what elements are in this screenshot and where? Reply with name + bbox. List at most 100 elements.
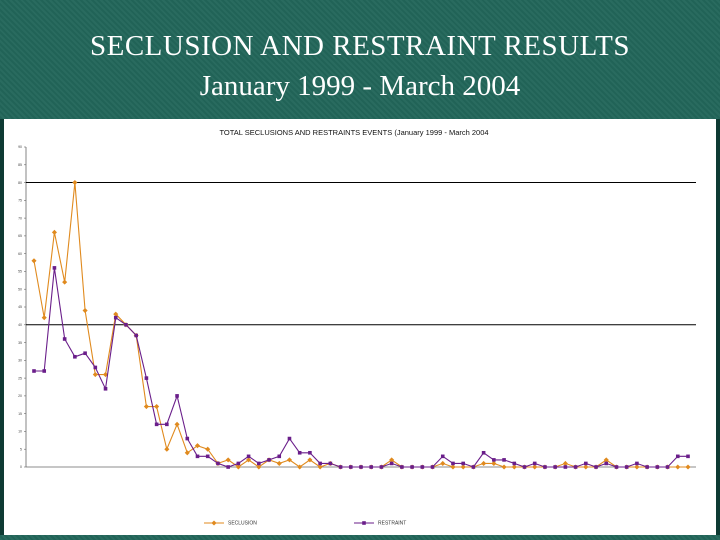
y-tick-label: 5 — [20, 447, 22, 451]
legend-item-restraint: RESTRAINT — [354, 521, 406, 527]
seclusion-point — [174, 421, 180, 427]
restraint-point — [52, 266, 57, 270]
restraint-point — [379, 465, 384, 469]
restraint-point — [675, 454, 680, 459]
seclusion-point — [389, 457, 395, 463]
seclusion-point — [286, 457, 293, 463]
seclusion-point — [62, 279, 68, 285]
slide-header: SECLUSION AND RESTRAINT RESULTS January … — [0, 0, 720, 118]
restraint-point — [103, 386, 108, 391]
seclusion-point — [491, 460, 497, 466]
restraint-point — [124, 322, 128, 327]
restraint-point — [277, 454, 282, 459]
restraint-point — [257, 461, 261, 466]
restraint-point — [430, 465, 435, 469]
restraint-point — [624, 465, 629, 469]
y-tick-label: 80 — [18, 181, 22, 185]
restraint-point — [62, 337, 67, 341]
restraint-point — [573, 465, 578, 469]
line-chart: TOTAL SECLUSIONS AND RESTRAINTS EVENTS (… — [18, 128, 696, 527]
seclusion-point — [317, 464, 323, 470]
series-restraint — [32, 266, 690, 469]
seclusion-point — [307, 457, 313, 463]
restraint-point — [93, 365, 98, 370]
seclusion-point — [583, 464, 589, 470]
seclusion-point — [235, 464, 241, 470]
restraint-point — [195, 454, 200, 459]
seclusion-point — [51, 229, 57, 235]
y-tick-label: 10 — [18, 430, 22, 434]
restraint-point — [410, 465, 414, 469]
seclusion-point — [246, 457, 252, 463]
restraint-point — [522, 465, 527, 469]
restraint-point — [645, 465, 649, 469]
seclusion-point — [675, 464, 681, 470]
panel-edge-right — [716, 119, 720, 535]
plot-area — [25, 147, 696, 468]
seclusion-point — [92, 372, 98, 378]
seclusion-point — [154, 404, 160, 410]
legend-item-seclusion: SECLUSION — [204, 520, 257, 527]
y-tick-label: 65 — [18, 234, 22, 238]
restraint-point — [389, 461, 394, 466]
restraint-point — [185, 436, 190, 441]
restraint-point — [461, 461, 465, 466]
restraint-point — [400, 465, 404, 469]
y-tick-label: 70 — [18, 216, 22, 220]
y-tick-label: 60 — [18, 252, 22, 256]
restraint-point — [318, 461, 322, 466]
slide-subtitle: January 1999 - March 2004 — [199, 70, 521, 102]
restraint-point — [359, 465, 363, 469]
restraint-point — [584, 461, 588, 466]
legend: SECLUSION RESTRAINT — [204, 520, 406, 527]
restraint-point — [369, 465, 374, 469]
restraint-point — [216, 461, 220, 466]
seclusion-point — [205, 446, 211, 452]
restraint-point — [328, 461, 333, 466]
restraint-point — [665, 465, 670, 469]
restraint-point — [553, 465, 557, 469]
y-tick-label: 90 — [18, 145, 22, 149]
seclusion-point — [501, 464, 507, 470]
restraint-point — [154, 422, 159, 427]
restraint-point — [32, 369, 36, 373]
restraint-point — [532, 461, 537, 466]
legend-marker — [362, 521, 366, 525]
seclusion-point — [450, 464, 456, 470]
seclusion-point — [41, 315, 47, 321]
y-tick-label: 0 — [20, 465, 22, 469]
y-tick-label: 50 — [18, 287, 22, 291]
y-tick-label: 25 — [18, 376, 22, 380]
seclusion-point — [31, 258, 37, 264]
seclusion-point — [460, 464, 466, 470]
restraint-point — [686, 454, 690, 459]
y-tick-label: 30 — [18, 359, 22, 363]
seclusion-point — [532, 464, 538, 470]
restraint-point — [492, 458, 496, 462]
seclusion-point — [511, 464, 517, 470]
legend-marker — [211, 520, 217, 526]
series-line-restraint — [34, 267, 688, 468]
seclusion-point — [634, 464, 640, 470]
restraint-point — [144, 376, 149, 380]
chart-title: TOTAL SECLUSIONS AND RESTRAINTS EVENTS (… — [219, 128, 488, 137]
restraint-point — [481, 450, 486, 455]
y-axis: 0 5 10 15 20 25 30 35 40 45 50 55 60 65 70 75 80 85 90 — [18, 145, 26, 469]
restraint-point — [604, 461, 609, 466]
restraint-point — [226, 465, 230, 469]
restraint-point — [267, 458, 271, 462]
seclusion-point — [143, 404, 149, 410]
restraint-point — [42, 369, 47, 373]
restraint-point — [420, 465, 425, 469]
restraint-point — [338, 465, 343, 469]
y-tick-label: 20 — [18, 394, 22, 398]
seclusion-point — [72, 180, 78, 186]
restraint-point — [246, 454, 251, 459]
restraint-point — [308, 450, 312, 455]
y-tick-label: 85 — [18, 163, 22, 167]
restraint-point — [113, 315, 118, 320]
y-tick-label: 55 — [18, 270, 22, 274]
seclusion-point — [184, 450, 190, 456]
y-tick-label: 40 — [18, 323, 22, 327]
restraint-point — [543, 465, 547, 469]
